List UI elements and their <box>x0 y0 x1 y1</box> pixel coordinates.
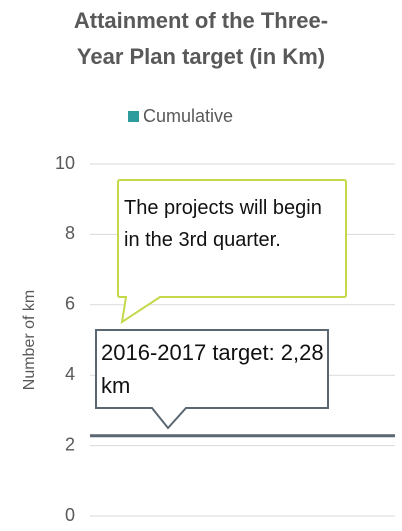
y-tick-label: 6 <box>65 294 75 314</box>
annotation: The projects will begin in the 3rd quart… <box>124 197 322 251</box>
annotation: 2016-2017 target: 2,28 km <box>101 340 324 398</box>
chart-title: Attainment of the Three- <box>74 8 328 33</box>
legend-label: Cumulative <box>143 106 233 126</box>
callout-box <box>95 329 329 430</box>
legend-swatch <box>128 111 139 122</box>
chart-title: Year Plan target (in Km) <box>77 44 325 69</box>
y-tick-label: 8 <box>65 223 75 243</box>
y-tick-label: 4 <box>65 364 75 384</box>
y-tick-label: 0 <box>65 505 75 525</box>
callout-box <box>117 179 347 325</box>
y-tick-label: 10 <box>55 153 75 173</box>
y-axis-label: Number of km <box>21 290 38 390</box>
y-tick-label: 2 <box>65 434 75 454</box>
